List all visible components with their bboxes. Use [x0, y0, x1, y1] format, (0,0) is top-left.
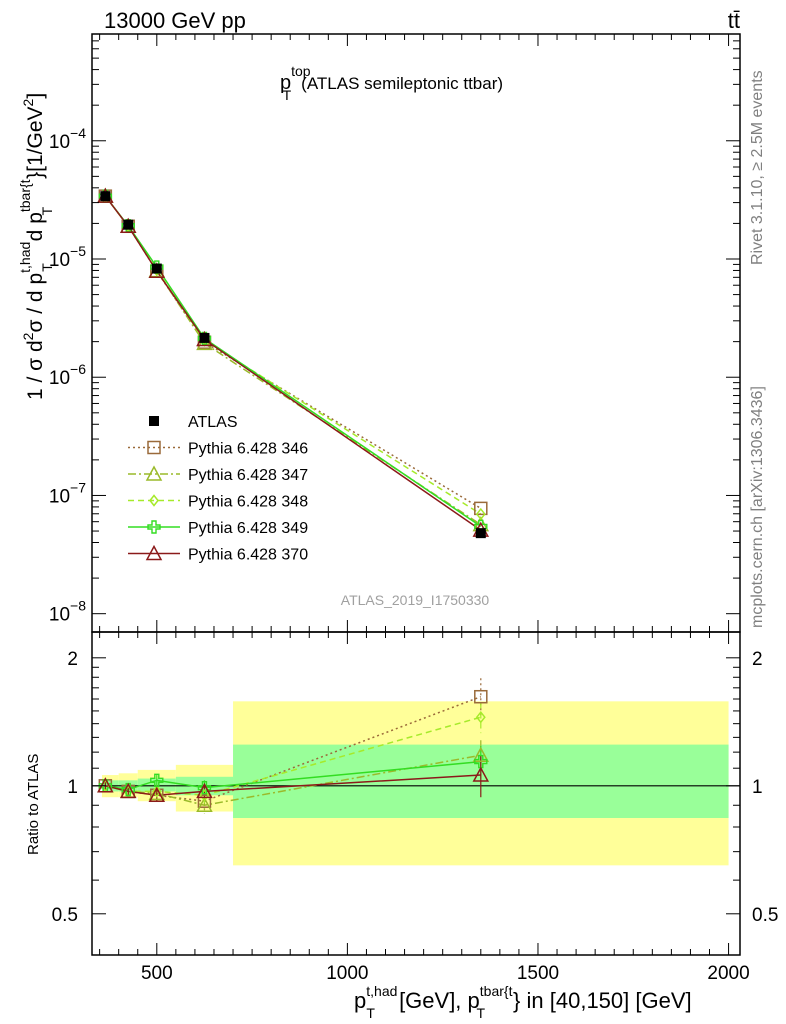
plot-title-main: p	[280, 72, 291, 94]
y-tick-label: 10−8	[49, 598, 86, 626]
y-tick-base: 10	[49, 486, 70, 507]
uncertainty-bands	[102, 701, 729, 866]
ratio-tick-label-right: 1	[752, 777, 763, 798]
marker-diamond	[149, 494, 159, 507]
legend-entry: ATLAS	[149, 414, 238, 431]
legend-entry: Pythia 6.428 370	[128, 544, 308, 564]
marker-square	[474, 689, 488, 704]
x-tick-label: 2000	[707, 963, 749, 984]
legend-label: Pythia 6.428 370	[188, 547, 308, 564]
marker-triangle	[472, 766, 490, 782]
ratio-tick-label-left: 1	[67, 777, 78, 798]
rivet-label: Rivet 3.1.10, ≥ 2.5M events	[749, 70, 766, 265]
y-tick-exp: −8	[70, 598, 86, 614]
legend-entry: Pythia 6.428 347	[128, 465, 308, 484]
legend-entry: Pythia 6.428 349	[128, 520, 308, 537]
plot-title-rest: (ATLAS semileptonic ttbar)	[301, 74, 503, 93]
marker-triangle	[145, 544, 163, 561]
x-tick-label: 1000	[326, 963, 368, 984]
marker-triangle	[119, 782, 137, 799]
legend-label: ATLAS	[188, 414, 238, 431]
marker-triangle	[196, 796, 213, 813]
legend-label: Pythia 6.428 347	[188, 467, 308, 484]
marker-triangle	[145, 465, 163, 481]
y-axis-label-ratio: Ratio to ATLAS	[25, 754, 42, 855]
x-axis-label: pt,had T [GeV], ptbar{t T} in [40,150] [Ge…	[354, 983, 692, 1021]
ratio-tick-label-left: 0.5	[52, 905, 78, 926]
x-tick-label: 500	[141, 963, 173, 984]
process-label: tt̄	[728, 8, 740, 33]
y-tick-exp: −4	[70, 125, 86, 141]
ratio-tick-label-right: 0.5	[752, 905, 778, 926]
marker-filled-square	[100, 191, 111, 202]
marker-cross	[150, 773, 164, 788]
main-frame	[91, 33, 741, 633]
series-markers	[97, 187, 490, 813]
x-tick-label: 1500	[517, 963, 559, 984]
y-tick-label: 10−5	[49, 243, 86, 271]
legend: ATLAS Pythia 6.428 346 Pythia 6.428 347 Pyt…	[128, 414, 308, 564]
marker-triangle	[196, 782, 213, 799]
marker-diamond	[475, 710, 486, 724]
y-tick-base: 10	[49, 605, 70, 626]
plot-title-sup: top	[291, 63, 311, 79]
y-tick-exp: −5	[70, 243, 86, 259]
marker-triangle	[472, 746, 490, 762]
ratio-frame	[91, 631, 741, 956]
marker-filled-square	[149, 416, 159, 426]
marker-cross	[197, 780, 212, 795]
marker-filled-square	[475, 528, 486, 539]
analysis-id: ATLAS_2019_I1750330	[341, 592, 490, 608]
marker-diamond	[151, 785, 162, 798]
mcplots-label: mcplots.cern.ch [arXiv:1306.3436]	[749, 386, 766, 628]
ratio-tick-label-left: 2	[67, 649, 78, 670]
y-tick-base: 10	[49, 368, 70, 389]
y-tick-base: 10	[49, 250, 70, 271]
plot-title-sub: T	[283, 87, 292, 103]
legend-label: Pythia 6.428 348	[188, 494, 308, 511]
series-line-main	[104, 195, 482, 510]
legend-entry: Pythia 6.428 348	[128, 494, 308, 511]
marker-filled-square	[123, 219, 134, 230]
marker-cross	[147, 520, 161, 534]
y-tick-exp: −6	[70, 361, 86, 377]
marker-triangle	[148, 786, 166, 803]
marker-filled-square	[151, 263, 162, 274]
y-axis-label-main: 1 / σ d2σ / d pt,had T d ptbar{t T}[1/GeV2…	[17, 93, 55, 400]
marker-square	[147, 440, 161, 455]
ratio-tick-label-right: 2	[752, 649, 763, 670]
plot-frames	[91, 33, 741, 956]
legend-label: Pythia 6.428 346	[188, 441, 308, 458]
y-tick-exp: −7	[70, 479, 86, 495]
marker-square	[474, 501, 488, 516]
legend-label: Pythia 6.428 349	[188, 520, 308, 537]
legend-entry: Pythia 6.428 346	[128, 441, 308, 458]
marker-diamond	[475, 507, 486, 521]
marker-cross	[474, 754, 488, 769]
marker-square	[197, 794, 212, 808]
marker-filled-square	[199, 332, 210, 343]
plot-title: ptop T (ATLAS semileptonic ttbar)	[280, 63, 503, 103]
y-tick-label: 10−6	[49, 361, 86, 389]
y-tick-label: 10−4	[49, 125, 86, 153]
energy-label: 13000 GeV pp	[104, 8, 246, 33]
y-tick-label: 10−7	[49, 479, 86, 507]
y-tick-base: 10	[49, 132, 70, 153]
